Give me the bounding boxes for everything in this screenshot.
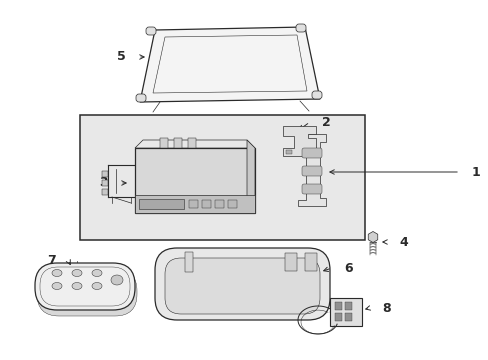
FancyBboxPatch shape: [136, 94, 146, 102]
FancyBboxPatch shape: [295, 24, 305, 32]
Ellipse shape: [92, 270, 102, 276]
Text: 3: 3: [99, 176, 108, 189]
Bar: [345, 302, 351, 310]
Bar: [329, 298, 361, 326]
Bar: [102, 189, 108, 195]
Bar: [135, 195, 254, 213]
FancyBboxPatch shape: [164, 258, 319, 314]
Text: 2: 2: [321, 116, 330, 129]
Polygon shape: [246, 140, 254, 213]
FancyBboxPatch shape: [302, 184, 321, 194]
FancyBboxPatch shape: [311, 91, 321, 99]
Bar: [135, 148, 254, 213]
Bar: [334, 302, 341, 310]
Text: 4: 4: [398, 235, 407, 248]
Text: 5: 5: [117, 50, 126, 63]
FancyBboxPatch shape: [155, 248, 329, 320]
Bar: [102, 180, 108, 186]
FancyBboxPatch shape: [35, 263, 135, 310]
Bar: [139, 199, 183, 209]
FancyBboxPatch shape: [302, 148, 321, 158]
Bar: [285, 253, 296, 271]
Bar: [305, 253, 316, 271]
FancyBboxPatch shape: [146, 27, 156, 35]
Bar: [345, 313, 351, 321]
Bar: [80, 115, 364, 240]
Ellipse shape: [72, 270, 82, 276]
Text: 1: 1: [471, 166, 480, 179]
FancyBboxPatch shape: [37, 269, 137, 316]
Bar: [227, 200, 237, 208]
Ellipse shape: [52, 270, 62, 276]
Polygon shape: [297, 134, 325, 206]
Bar: [202, 200, 210, 208]
Polygon shape: [135, 140, 254, 148]
Bar: [160, 138, 168, 148]
Ellipse shape: [92, 283, 102, 289]
Bar: [174, 138, 182, 148]
Bar: [285, 150, 291, 154]
Text: 8: 8: [381, 302, 390, 315]
Polygon shape: [140, 27, 319, 102]
Bar: [187, 138, 196, 148]
FancyBboxPatch shape: [302, 166, 321, 176]
Bar: [184, 252, 193, 272]
Bar: [334, 313, 341, 321]
Ellipse shape: [52, 283, 62, 289]
Ellipse shape: [111, 275, 123, 285]
Text: 6: 6: [343, 261, 352, 274]
Bar: [189, 200, 198, 208]
Bar: [215, 200, 224, 208]
Ellipse shape: [72, 283, 82, 289]
Bar: [102, 171, 108, 177]
Text: 7: 7: [47, 253, 56, 266]
Polygon shape: [283, 126, 315, 156]
